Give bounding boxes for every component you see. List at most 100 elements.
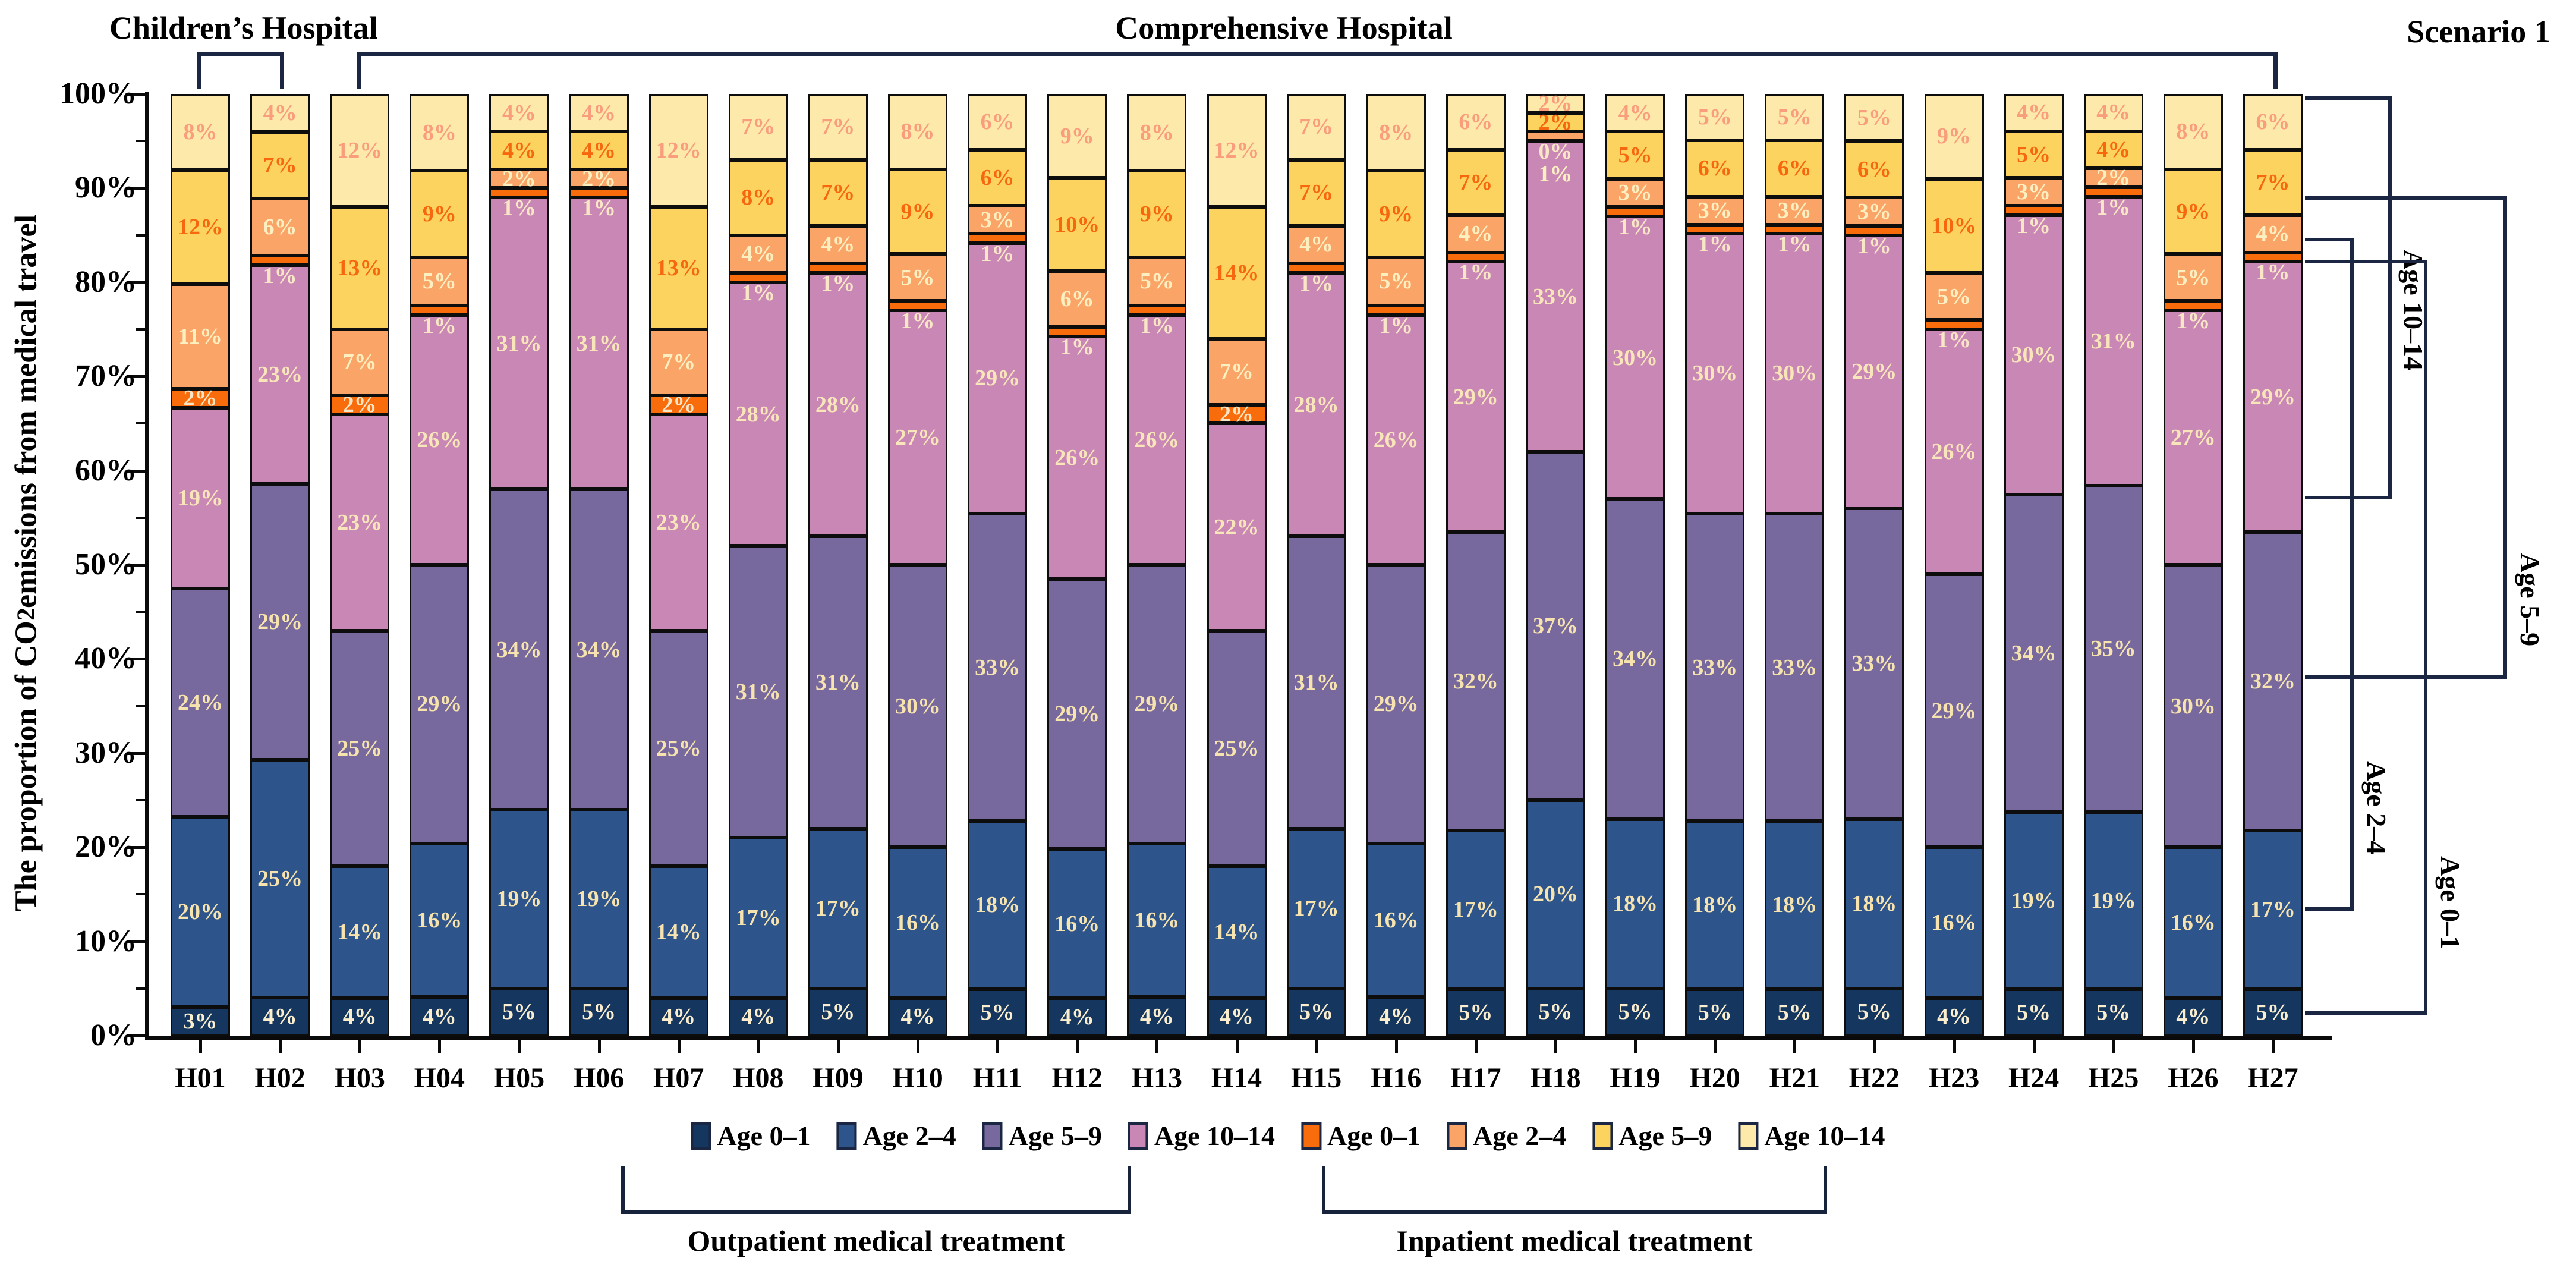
- bar-segment: [1286, 159, 1346, 226]
- x-category-label: H01: [175, 1062, 226, 1094]
- bar-segment: [489, 94, 549, 132]
- bar-segment: [968, 150, 1028, 206]
- bar-segment: [808, 94, 868, 160]
- legend-swatch: [982, 1122, 1003, 1150]
- x-axis-line: [145, 1036, 2332, 1040]
- bar-segment: [569, 988, 629, 1036]
- bar-segment: [1685, 513, 1745, 822]
- bar-segment: [1047, 270, 1107, 328]
- x-category-label: H19: [1610, 1062, 1661, 1094]
- y-tick-label: 30%: [75, 735, 137, 770]
- y-minor-tick: [136, 893, 145, 896]
- bar-segment: [2243, 262, 2303, 533]
- legend-swatch: [1128, 1122, 1148, 1150]
- bar-segment: [410, 314, 470, 565]
- bar-segment: [2083, 187, 2143, 197]
- bar-segment: [2243, 830, 2303, 989]
- x-category-label: H18: [1530, 1062, 1581, 1094]
- bar-segment: [888, 310, 948, 565]
- bar-segment: [250, 760, 310, 998]
- bar-segment: [728, 235, 788, 273]
- bar-segment: [968, 243, 1028, 514]
- bar-segment: [410, 997, 470, 1036]
- bar-segment: [968, 989, 1028, 1036]
- bar-segment: [1286, 94, 1346, 160]
- bar-segment: [648, 998, 708, 1036]
- y-tick-label: 40%: [75, 641, 137, 676]
- bar-segment: [1207, 630, 1267, 866]
- bar-segment: [2083, 94, 2143, 131]
- x-category-label: H02: [254, 1062, 306, 1094]
- bar-segment: [1605, 131, 1665, 179]
- children-hospital-bracket: [197, 52, 284, 89]
- bar-segment: [1765, 821, 1825, 989]
- legend-swatch: [691, 1122, 711, 1150]
- bar-segment: [1366, 314, 1426, 565]
- bar-segment: [648, 207, 708, 329]
- bar-segment: [1844, 988, 1904, 1036]
- legend-label: Age 2–4: [1473, 1121, 1567, 1151]
- y-major-tick: [127, 375, 145, 379]
- y-minor-tick: [136, 234, 145, 237]
- x-category-label: H08: [733, 1062, 784, 1094]
- bar-segment: [330, 414, 390, 631]
- y-major-tick: [127, 1034, 145, 1037]
- bar-segment: [888, 847, 948, 998]
- bar-segment: [1207, 207, 1267, 339]
- bar-segment: [489, 809, 549, 989]
- x-tick: [1793, 1040, 1797, 1053]
- bar-segment: [2004, 206, 2064, 215]
- x-category-label: H16: [1371, 1062, 1422, 1094]
- x-tick: [1714, 1040, 1717, 1053]
- x-category-label: H17: [1450, 1062, 1501, 1094]
- bar-segment: [1924, 178, 1984, 273]
- bar-segment: [1047, 849, 1107, 999]
- bar-segment: [2004, 94, 2064, 131]
- y-minor-tick: [136, 328, 145, 331]
- bar-segment: [1605, 94, 1665, 132]
- bar-segment: [330, 998, 390, 1036]
- x-tick: [677, 1040, 681, 1053]
- y-minor-tick: [136, 422, 145, 425]
- bar-segment: [2243, 94, 2303, 150]
- y-minor-tick: [136, 140, 145, 143]
- legend-label: Age 0–1: [717, 1121, 811, 1151]
- bar-segment: [1765, 513, 1825, 822]
- x-tick: [996, 1040, 1000, 1053]
- bar-segment: [2163, 94, 2223, 169]
- bar-segment: [1047, 578, 1107, 850]
- x-tick: [1076, 1040, 1079, 1053]
- x-tick: [1634, 1040, 1637, 1053]
- legend-swatch: [1592, 1122, 1613, 1150]
- bar-segment: [2004, 131, 2064, 178]
- bar-segment: [648, 94, 708, 207]
- bar-segment: [330, 94, 390, 207]
- y-major-tick: [127, 564, 145, 567]
- bar-segment: [968, 206, 1028, 234]
- bar-segment: [1207, 423, 1267, 631]
- bar-segment: [1844, 235, 1904, 508]
- legend-label: Age 10–14: [1764, 1121, 1885, 1151]
- y-tick-label: 20%: [75, 830, 137, 864]
- bar-segment: [1685, 989, 1745, 1036]
- bar-segment: [2083, 196, 2143, 486]
- x-tick: [438, 1040, 442, 1053]
- x-tick: [757, 1040, 760, 1053]
- y-minor-tick: [136, 516, 145, 519]
- x-category-label: H10: [892, 1062, 943, 1094]
- bar-segment: [1605, 988, 1665, 1036]
- bar-segment: [1924, 320, 1984, 329]
- age-10-14-bracket-label: Age 10–14: [2398, 250, 2429, 371]
- bar-segment: [1685, 234, 1745, 514]
- x-category-label: H27: [2247, 1062, 2298, 1094]
- age-10-14-bracket: [2305, 96, 2392, 499]
- legend-swatch: [836, 1122, 857, 1150]
- bar-segment: [2083, 131, 2143, 169]
- x-category-label: H25: [2088, 1062, 2139, 1094]
- bar-segment: [1366, 171, 1426, 257]
- x-tick: [1235, 1040, 1239, 1053]
- bar-segment: [171, 589, 230, 817]
- legend-swatch: [1447, 1122, 1467, 1150]
- x-tick: [1474, 1040, 1478, 1053]
